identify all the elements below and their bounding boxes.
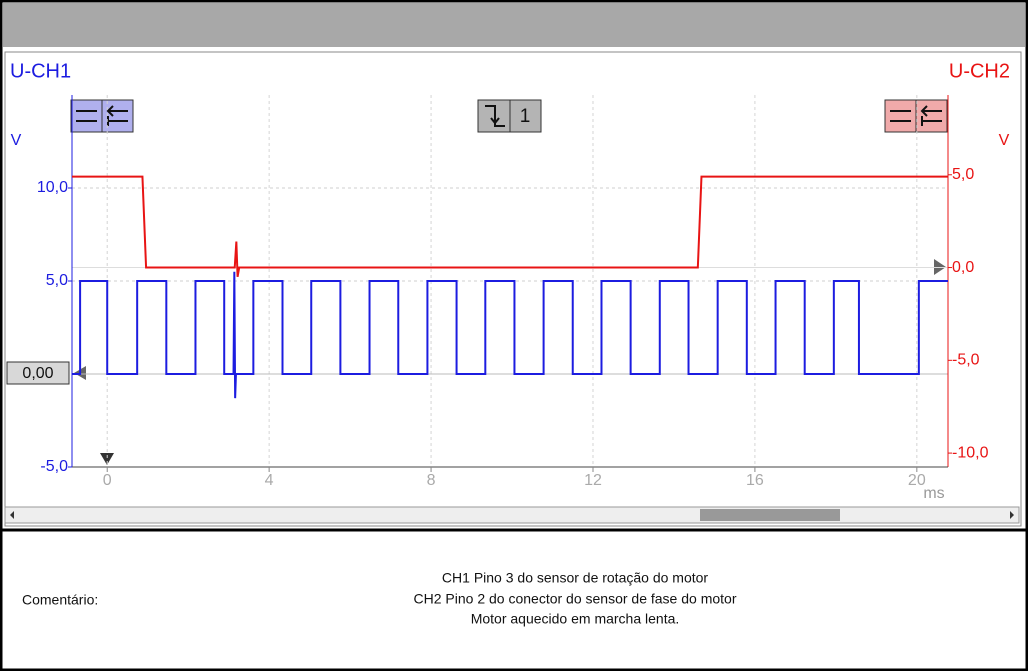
y-tick-label: -5,0 bbox=[40, 458, 68, 475]
y-unit: V bbox=[11, 132, 22, 149]
legend-entry: U-CH1 bbox=[10, 60, 71, 82]
comment-line: Motor aquecido em marcha lenta. bbox=[471, 611, 680, 627]
y2-tick-label: 5,0 bbox=[952, 166, 974, 183]
signal-trace bbox=[72, 271, 948, 399]
offset-box[interactable] bbox=[6, 361, 70, 385]
trigger-channel: 1 bbox=[520, 106, 531, 127]
x-tick-label: 4 bbox=[265, 472, 274, 489]
comment-line: CH2 Pino 2 do conector do sensor de fase… bbox=[414, 591, 737, 607]
button[interactable] bbox=[509, 99, 542, 133]
trigger-button[interactable]: 1 bbox=[477, 99, 542, 133]
x-tick-label: 16 bbox=[746, 472, 764, 489]
y2-tick-label: 0,0 bbox=[952, 259, 974, 276]
icon bbox=[890, 105, 942, 126]
scroll-thumb[interactable] bbox=[700, 509, 840, 521]
ch2-scale-button[interactable] bbox=[884, 99, 948, 133]
trigger-marker[interactable] bbox=[100, 453, 114, 465]
ch1-scale-button[interactable] bbox=[70, 99, 134, 133]
x-tick-label: 8 bbox=[427, 472, 436, 489]
x-tick-label: 0 bbox=[103, 472, 112, 489]
button[interactable] bbox=[101, 99, 134, 133]
plot: 0 4 8 12 16 20 -5,0 5,0 10,0 -10,0 -5,0 0,0 5,0 ms V V U… bbox=[10, 60, 1010, 502]
comment-line: CH1 Pino 3 do sensor de rotação do motor bbox=[442, 570, 708, 586]
y-tick-label: 10,0 bbox=[37, 179, 68, 196]
signal-trace bbox=[72, 175, 948, 278]
x-tick-label: 12 bbox=[584, 472, 602, 489]
y2-tick-label: -5,0 bbox=[952, 352, 980, 369]
ch2-zero-marker[interactable] bbox=[934, 259, 946, 275]
title-bar bbox=[3, 3, 1025, 47]
legend-entry: U-CH2 bbox=[949, 60, 1010, 82]
x-unit: ms bbox=[923, 485, 944, 502]
comment-label: Comentário: bbox=[22, 592, 98, 608]
offset-value: 0,00 bbox=[22, 365, 53, 382]
button[interactable] bbox=[884, 99, 917, 133]
scrollbar[interactable] bbox=[4, 506, 1020, 524]
button[interactable] bbox=[70, 99, 103, 133]
y2-unit: V bbox=[999, 132, 1010, 149]
icon bbox=[485, 105, 505, 127]
y2-tick-label: -10,0 bbox=[952, 444, 989, 461]
icon bbox=[76, 105, 128, 126]
x-tick-label: 20 bbox=[908, 472, 926, 489]
button[interactable] bbox=[915, 99, 948, 133]
y-tick-label: 5,0 bbox=[46, 272, 68, 289]
